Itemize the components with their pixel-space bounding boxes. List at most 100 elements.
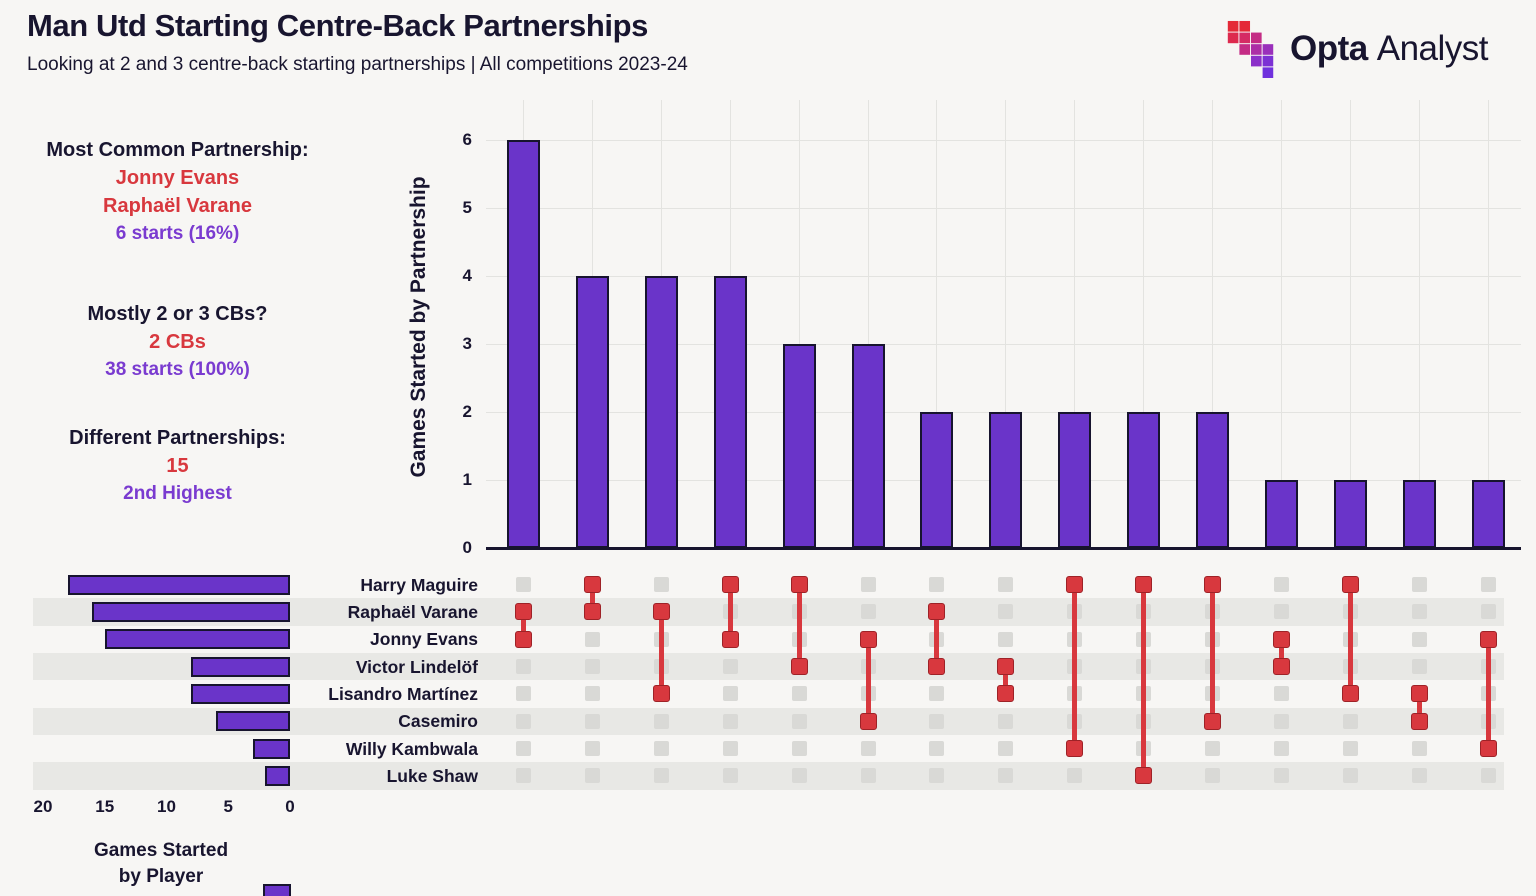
partnership-bar	[507, 140, 540, 548]
partnership-bar	[989, 412, 1023, 548]
matrix-cell	[653, 768, 669, 784]
partnership-dot	[1410, 685, 1428, 703]
partnership-dot	[997, 685, 1015, 703]
stat-value-purple: 6 starts (16%)	[115, 223, 240, 244]
partnership-dot	[583, 603, 601, 621]
matrix-cell	[998, 741, 1014, 757]
matrix-cell	[1411, 577, 1427, 592]
matrix-cell	[584, 713, 600, 729]
matrix-cell	[1480, 604, 1496, 620]
partnership-bar	[1264, 480, 1298, 548]
matrix-cell	[998, 768, 1014, 784]
stat-different-partnerships: Different Partnerships: 15 2nd Highest	[5, 424, 350, 508]
partnership-connector	[727, 584, 733, 640]
matrix-cell	[929, 741, 945, 757]
matrix-cell	[516, 686, 531, 702]
stat-heading: Most Common Partnership:	[46, 139, 309, 161]
partnership-bar	[1058, 412, 1092, 548]
player-name-label: Casemiro	[398, 711, 478, 732]
partnership-dot	[1135, 576, 1153, 593]
partnership-dot	[515, 630, 532, 648]
partnership-dot	[859, 712, 877, 730]
gridline-vertical	[1418, 100, 1420, 548]
player-games-bar	[191, 683, 290, 704]
partnership-dot	[721, 576, 739, 593]
matrix-cell	[998, 604, 1014, 620]
gridline-vertical	[1212, 100, 1213, 548]
matrix-cell	[1342, 713, 1358, 729]
player-name-label: Luke Shaw	[386, 765, 478, 786]
gridline-horizontal	[486, 139, 1521, 141]
partnership-bar	[851, 344, 885, 548]
partnership-bar	[1402, 480, 1436, 548]
player-games-bar	[191, 656, 290, 677]
matrix-cell	[653, 741, 669, 757]
partnership-connector	[1278, 639, 1284, 667]
matrix-cell	[584, 686, 600, 702]
partnership-connector	[1416, 693, 1422, 722]
matrix-cell	[1067, 768, 1083, 784]
partnership-dot	[1479, 630, 1497, 648]
partnership-dot	[515, 603, 532, 621]
gridline-vertical	[798, 100, 800, 548]
stat-value-red: 2 CBs	[149, 331, 206, 353]
matrix-cell	[998, 631, 1014, 647]
matrix-cell	[791, 741, 807, 757]
y-tick-label: 1	[462, 470, 472, 489]
partnership-connector	[521, 611, 526, 640]
x-axis-line	[486, 547, 1521, 550]
opta-analyst-logo: Opta Analyst	[1226, 20, 1489, 78]
partnership-dot	[1066, 576, 1084, 593]
partnership-dot	[721, 630, 739, 648]
player-games-bar	[215, 711, 290, 732]
partnership-connector	[658, 611, 664, 694]
player-name-label: Raphaël Varane	[347, 601, 478, 622]
partnership-connector	[1141, 584, 1147, 776]
partnership-dot	[652, 685, 670, 703]
partnership-bar	[575, 276, 609, 548]
partnership-dot	[928, 603, 946, 621]
page-title: Man Utd Starting Centre-Back Partnership…	[27, 8, 648, 43]
matrix-cell	[1411, 631, 1427, 647]
matrix-cell	[998, 577, 1014, 592]
stat-value-purple: 38 starts (100%)	[105, 359, 250, 380]
player-games-bar	[104, 629, 290, 650]
matrix-cell	[584, 741, 600, 757]
partnership-dot	[997, 658, 1015, 676]
matrix-cell	[722, 741, 738, 757]
matrix-cell	[722, 713, 738, 729]
matrix-cell	[1342, 741, 1358, 757]
partnership-bar	[644, 276, 678, 548]
opta-logo-icon	[1227, 20, 1274, 78]
y-tick-label: 0	[462, 538, 472, 557]
gridline-horizontal	[486, 343, 1521, 345]
matrix-cell	[516, 741, 531, 757]
partnership-connector	[589, 584, 595, 612]
stat-value-red: Jonny Evans	[115, 167, 240, 189]
partnership-connector	[1347, 584, 1353, 694]
matrix-cell	[516, 713, 531, 729]
stat-heading: Different Partnerships:	[69, 427, 286, 449]
partnership-dot	[1204, 576, 1221, 593]
partnership-dot	[1204, 712, 1221, 730]
partnership-connector	[1485, 639, 1491, 749]
partnership-dot	[1479, 740, 1497, 758]
partnership-bar	[1333, 480, 1367, 548]
partnership-dot	[583, 576, 601, 593]
bottom-axis-title-line1: Games Started	[93, 840, 229, 861]
player-name-label: Jonny Evans	[370, 629, 478, 650]
gridline-horizontal	[486, 275, 1521, 277]
matrix-cell	[1273, 604, 1289, 620]
matrix-cell	[584, 768, 600, 784]
matrix-cell	[860, 741, 876, 757]
bottom-tick-label: 15	[95, 797, 115, 816]
bottom-tick-label: 0	[285, 797, 295, 816]
partnership-bar	[1471, 480, 1505, 548]
partnership-dot	[1135, 767, 1153, 785]
player-games-bar	[92, 601, 290, 622]
partnership-bar	[782, 344, 816, 548]
partnership-connector	[1003, 666, 1009, 694]
matrix-cell	[1342, 768, 1358, 784]
